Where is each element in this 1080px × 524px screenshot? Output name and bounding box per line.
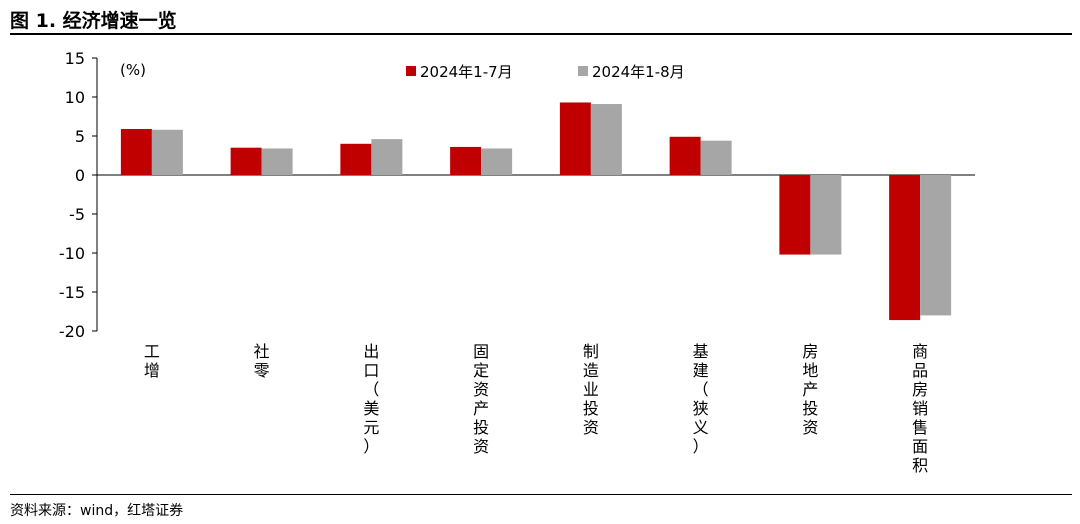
bar-series2: [261, 148, 293, 175]
category-label: 工增: [144, 342, 160, 380]
category-label: 固定资产投资: [473, 342, 489, 456]
bar-series1: [559, 102, 591, 175]
y-tick-label: 15: [65, 49, 85, 68]
bar-series1: [889, 175, 921, 321]
bar-series2: [590, 104, 622, 175]
y-tick-label: 10: [65, 88, 85, 107]
title-rule: [10, 33, 1072, 35]
legend-label: 2024年1-8月: [592, 63, 685, 81]
category-label: 社零: [254, 342, 270, 380]
y-tick-label: -15: [59, 283, 85, 302]
y-tick-label: -5: [69, 205, 85, 224]
category-label: 商品房销售面积: [912, 342, 928, 475]
y-tick-label: -20: [59, 322, 85, 341]
bar-series2: [151, 129, 183, 175]
bar-series1: [120, 128, 152, 175]
legend-swatch: [406, 66, 416, 76]
bar-series2: [700, 140, 732, 175]
source-note: 资料来源：wind，红塔证券: [10, 503, 184, 519]
y-tick-label: -10: [59, 244, 85, 263]
category-label: 房地产投资: [802, 342, 818, 437]
bar-series2: [810, 175, 842, 255]
y-tick-label: 0: [75, 166, 85, 185]
category-label: 基建（狭义）: [693, 342, 709, 456]
figure-title: 图 1. 经济增速一览: [10, 10, 177, 32]
bar-series1: [340, 143, 372, 175]
y-tick-label: 5: [75, 127, 85, 146]
legend-swatch: [578, 66, 588, 76]
bar-series2: [920, 175, 952, 316]
bar-series2: [371, 139, 403, 175]
bar-series1: [669, 136, 701, 175]
bar-series1: [450, 146, 482, 175]
legend-label: 2024年1-7月: [420, 63, 513, 81]
bar-series2: [481, 148, 513, 175]
source-rule: [10, 494, 1072, 495]
bar-series1: [230, 147, 262, 175]
category-label: 制造业投资: [583, 342, 599, 437]
bar-chart: 15 10 5 0 -5 -10 -15 -20 (%) 工增 社零 出口（美元） 固定资产投资 制造业投…: [59, 49, 975, 475]
unit-label: (%): [120, 61, 146, 79]
bar-series1: [779, 175, 811, 255]
category-label: 出口（美元）: [363, 342, 379, 456]
